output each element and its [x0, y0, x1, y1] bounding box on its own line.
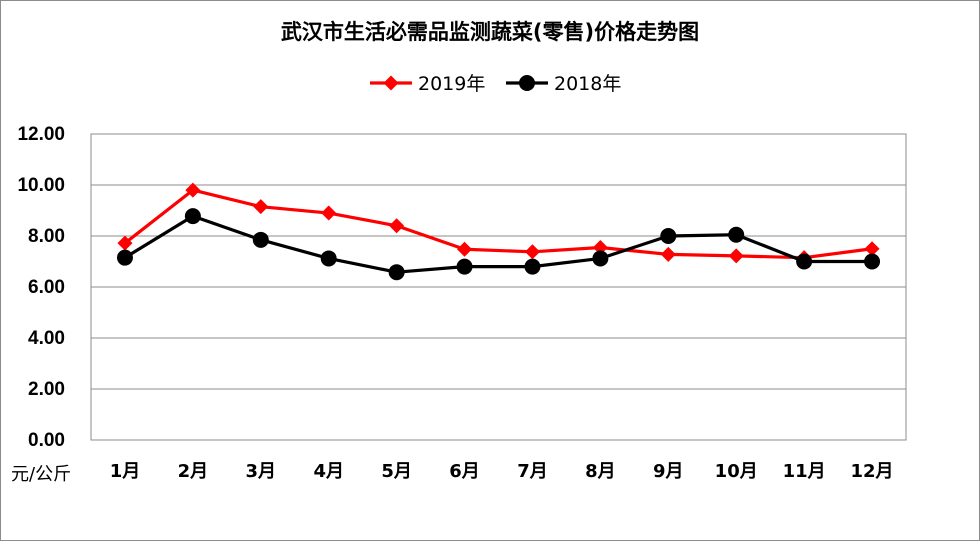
data-point-circle	[796, 253, 813, 270]
x-tick-label: 4月	[313, 461, 344, 482]
legend-label: 2018年	[554, 73, 621, 95]
data-point-diamond	[864, 241, 880, 257]
x-tick-label: 7月	[517, 461, 548, 482]
data-point-diamond	[389, 218, 405, 234]
data-point-diamond	[728, 248, 744, 264]
data-point-circle	[592, 250, 609, 267]
x-tick-label: 10月	[715, 461, 758, 482]
legend-marker-circle	[519, 75, 535, 91]
series-line-2019年	[123, 188, 873, 260]
y-tick-label: 8.00	[28, 226, 65, 247]
data-point-circle	[660, 228, 677, 244]
y-axis-unit-label: 元/公斤	[11, 464, 72, 485]
data-point-diamond	[660, 246, 676, 262]
data-point-circle	[320, 250, 337, 267]
x-tick-label: 3月	[246, 461, 277, 482]
data-point-circle	[456, 258, 473, 275]
x-tick-label: 1月	[110, 461, 141, 482]
legend-marker-diamond	[383, 75, 399, 91]
x-tick-label: 11月	[783, 461, 826, 482]
x-tick-label: 6月	[449, 461, 480, 482]
chart-title: 武汉市生活必需品监测蔬菜(零售)价格走势图	[280, 20, 700, 44]
data-point-circle	[728, 226, 745, 243]
x-tick-label: 5月	[381, 461, 412, 482]
data-point-circle	[252, 231, 269, 248]
y-tick-label: 10.00	[17, 175, 65, 196]
x-tick-label: 12月	[851, 461, 894, 482]
data-point-circle	[524, 258, 541, 275]
data-point-diamond	[524, 244, 540, 260]
data-point-circle	[116, 249, 133, 266]
data-point-circle	[864, 253, 881, 270]
y-tick-label: 0.00	[28, 430, 65, 451]
data-point-circle	[184, 208, 201, 225]
x-tick-label: 8月	[585, 461, 616, 482]
data-point-diamond	[117, 235, 133, 251]
x-tick-label: 2月	[178, 461, 209, 482]
data-point-diamond	[457, 241, 473, 257]
data-point-circle	[388, 264, 405, 281]
y-tick-label: 12.00	[17, 124, 65, 145]
y-tick-label: 6.00	[28, 277, 65, 298]
data-point-diamond	[185, 182, 201, 198]
series-line-2018年	[124, 214, 873, 274]
y-tick-label: 2.00	[28, 379, 65, 400]
data-point-diamond	[253, 199, 269, 215]
legend-label: 2019年	[418, 73, 485, 95]
data-point-diamond	[592, 239, 608, 255]
data-point-diamond	[321, 205, 337, 221]
y-tick-label: 4.00	[28, 328, 65, 349]
x-tick-label: 9月	[653, 461, 684, 482]
